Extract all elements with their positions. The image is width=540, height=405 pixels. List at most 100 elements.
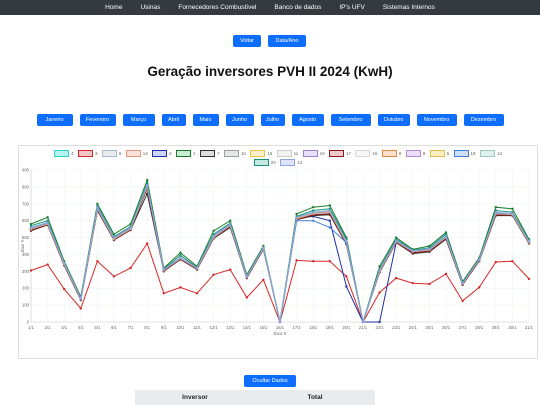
month-button-abril[interactable]: Abril xyxy=(161,114,186,126)
nav-sistemas-internos[interactable]: Sistemas Internos xyxy=(382,4,435,11)
x-tick-label: 25/1 xyxy=(425,325,434,330)
legend-item[interactable]: 14 xyxy=(125,150,148,157)
legend-item[interactable]: 6 xyxy=(101,150,122,157)
month-button-junho[interactable]: Junho xyxy=(225,114,254,126)
x-tick-label: 18/1 xyxy=(309,325,318,330)
data-point xyxy=(179,286,182,289)
month-button-outubro[interactable]: Outubro xyxy=(377,114,410,126)
data-point xyxy=(444,232,448,236)
legend-swatch xyxy=(101,150,117,157)
data-point xyxy=(361,320,365,324)
data-point xyxy=(312,260,315,263)
data-point xyxy=(79,297,82,300)
legend-item[interactable]: 12 xyxy=(280,159,302,166)
nav-banco-de-dados[interactable]: Banco de dados xyxy=(274,4,322,11)
x-tick-label: 13/1 xyxy=(226,325,235,330)
month-button-março[interactable]: Março xyxy=(122,114,155,126)
data-point xyxy=(312,211,315,214)
legend-swatch xyxy=(223,150,239,157)
data-point xyxy=(378,268,381,272)
data-point xyxy=(295,212,298,216)
nav-usinas[interactable]: Usinas xyxy=(140,4,161,11)
nav-fornecedores[interactable]: Fornecedores Combustível xyxy=(178,4,257,11)
legend-item[interactable]: 7 xyxy=(199,150,219,157)
legend-label: 11 xyxy=(293,151,299,156)
legend-item[interactable]: 10 xyxy=(223,150,246,157)
data-point xyxy=(112,236,116,239)
x-tick-label: 30/1 xyxy=(508,325,517,330)
y-tick-label: 700 xyxy=(22,201,30,206)
data-point xyxy=(146,178,149,182)
month-button-agosto[interactable]: Agosto xyxy=(291,114,324,126)
legend-label: 16 xyxy=(267,151,273,156)
y-tick-label: 0 xyxy=(27,320,30,325)
x-tick-label: 3/1 xyxy=(61,325,67,330)
data-point xyxy=(444,272,448,276)
x-tick-label: 10/1 xyxy=(176,325,185,330)
legend-item[interactable]: 17 xyxy=(329,150,351,157)
legend-label: 14 xyxy=(142,151,148,156)
data-point xyxy=(278,320,282,324)
nav-home[interactable]: Home xyxy=(105,4,123,11)
legend-label: 6 xyxy=(118,151,122,156)
legend-swatch xyxy=(453,150,469,157)
legend-item[interactable]: 3 xyxy=(77,150,98,157)
legend-item[interactable]: 5 xyxy=(429,150,449,157)
legend-swatch xyxy=(250,150,266,157)
month-button-setembro[interactable]: Setembro xyxy=(330,114,371,126)
legend-item[interactable]: 1 xyxy=(176,150,196,157)
data-point xyxy=(411,249,414,252)
legend-label: 13 xyxy=(496,151,502,156)
x-tick-label: 21/1 xyxy=(359,325,368,330)
month-button-novembro[interactable]: Novembro xyxy=(416,114,457,126)
data-point xyxy=(96,260,99,263)
x-tick-label: 20/1 xyxy=(342,325,351,330)
legend-item[interactable]: 11 xyxy=(276,150,299,157)
legend-item[interactable]: 18 xyxy=(453,150,476,157)
data-point xyxy=(146,242,149,245)
legend-item[interactable]: 9 xyxy=(405,150,426,157)
data-point xyxy=(146,184,149,187)
legend-item[interactable]: 8 xyxy=(381,150,402,157)
legend-item[interactable]: 20 xyxy=(253,159,276,166)
ocultar-dados-button[interactable]: Ocultar Dados xyxy=(244,375,296,387)
data-point xyxy=(162,268,165,271)
header-inversor: Inversor xyxy=(182,394,208,401)
month-button-dezembro[interactable]: Dezembro xyxy=(463,114,504,126)
legend-item[interactable]: 16 xyxy=(250,150,272,157)
legend-label: 1 xyxy=(193,151,196,156)
data-point xyxy=(328,226,331,229)
y-axis-title: Eixo Y xyxy=(20,240,25,253)
x-axis-title: Eixo X xyxy=(273,331,286,336)
legend-label: 8 xyxy=(398,151,402,156)
legend-item[interactable]: 13 xyxy=(479,150,502,157)
legend-swatch xyxy=(54,150,70,157)
chart-plot-area: 0 100 200 300 400 500 600 700 800 900 1/1 2/1 3/1 4/1… xyxy=(20,168,534,337)
x-tick-label: 11/1 xyxy=(193,325,202,330)
legend-label: 9 xyxy=(422,151,426,156)
legend-item[interactable]: 2 xyxy=(152,150,172,157)
month-button-maio[interactable]: Maio xyxy=(192,114,219,126)
month-button-janeiro[interactable]: Janeiro xyxy=(36,114,73,126)
data-point xyxy=(212,232,215,236)
data-point xyxy=(63,261,66,265)
legend-swatch xyxy=(381,150,397,157)
legend-item[interactable]: 4 xyxy=(54,150,74,157)
legend-label: 10 xyxy=(240,151,246,156)
month-button-julho[interactable]: Julho xyxy=(260,114,285,126)
voltar-button[interactable]: Voltar xyxy=(233,35,261,47)
nav-ips-ufv[interactable]: IP's UFV xyxy=(339,4,365,11)
x-tick-label: 16/1 xyxy=(276,325,285,330)
data-point xyxy=(46,216,49,219)
y-tick-label: 400 xyxy=(22,252,30,257)
legend-swatch xyxy=(77,150,93,157)
month-button-fevereiro[interactable]: Fevereiro xyxy=(79,114,116,126)
data-point xyxy=(527,239,531,243)
data-point xyxy=(262,278,265,281)
legend-item[interactable]: 15 xyxy=(355,150,377,157)
legend-swatch xyxy=(253,159,269,166)
data-point xyxy=(29,222,33,226)
data-ano-button[interactable]: Data/Ano xyxy=(268,35,306,47)
data-point xyxy=(312,219,315,222)
legend-item[interactable]: 19 xyxy=(302,150,325,157)
